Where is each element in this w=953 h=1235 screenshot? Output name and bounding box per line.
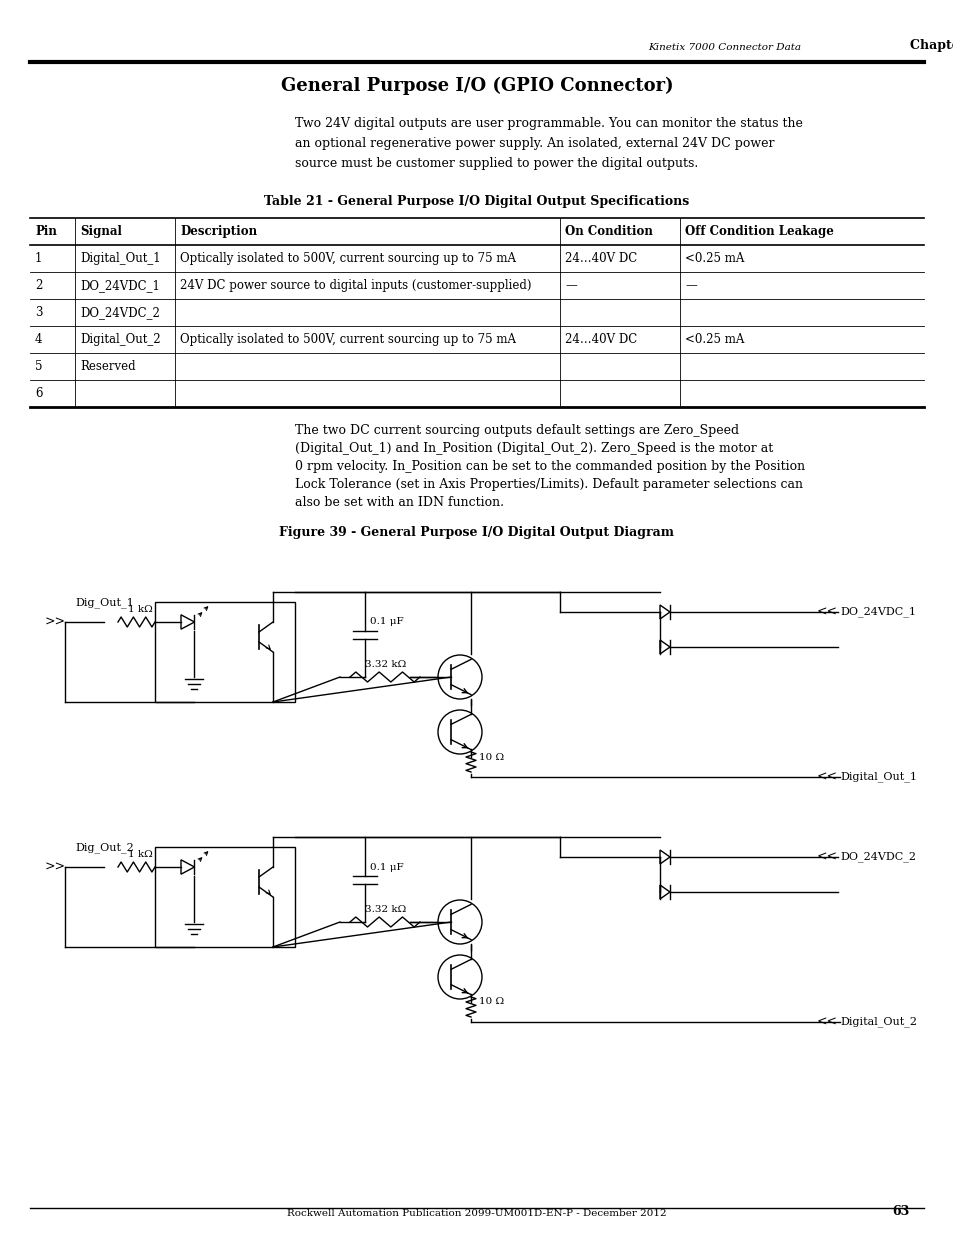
Text: Lock Tolerance (set in Axis Properties/Limits). Default parameter selections can: Lock Tolerance (set in Axis Properties/L… [294,478,802,492]
Polygon shape [659,640,669,655]
Text: 24V DC power source to digital inputs (customer-supplied): 24V DC power source to digital inputs (c… [180,279,531,291]
Text: DO_24VDC_2: DO_24VDC_2 [840,852,915,862]
Text: Digital_Out_1: Digital_Out_1 [80,252,160,266]
Text: 0 rpm velocity. In_Position can be set to the commanded position by the Position: 0 rpm velocity. In_Position can be set t… [294,459,804,473]
Polygon shape [181,615,194,629]
Text: 5: 5 [35,359,43,373]
Text: Signal: Signal [80,225,122,238]
Polygon shape [659,605,669,619]
Circle shape [437,955,481,999]
Text: 24…40V DC: 24…40V DC [564,252,637,266]
Bar [154,601,294,701]
Text: —: — [684,279,696,291]
Text: On Condition: On Condition [564,225,652,238]
Text: Dig_Out_2: Dig_Out_2 [75,842,133,853]
Text: <0.25 mA: <0.25 mA [684,333,743,346]
Text: 24…40V DC: 24…40V DC [564,333,637,346]
Circle shape [437,655,481,699]
Text: (Digital_Out_1) and In_Position (Digital_Out_2). Zero_Speed is the motor at: (Digital_Out_1) and In_Position (Digital… [294,442,773,454]
Text: The two DC current sourcing outputs default settings are Zero_Speed: The two DC current sourcing outputs defa… [294,424,739,437]
Text: <0.25 mA: <0.25 mA [684,252,743,266]
Text: <<: << [816,851,837,863]
Text: >>: >> [45,861,66,873]
Text: Digital_Out_2: Digital_Out_2 [80,333,160,346]
Polygon shape [659,850,669,864]
Text: also be set with an IDN function.: also be set with an IDN function. [294,496,503,509]
Text: 4: 4 [35,333,43,346]
Text: 1 kΩ: 1 kΩ [129,605,153,614]
Text: Figure 39 - General Purpose I/O Digital Output Diagram: Figure 39 - General Purpose I/O Digital … [279,526,674,538]
Text: <<: << [816,605,837,619]
Text: Rockwell Automation Publication 2099-UM001D-EN-P - December 2012: Rockwell Automation Publication 2099-UM0… [287,1209,666,1218]
Circle shape [437,710,481,755]
Text: Table 21 - General Purpose I/O Digital Output Specifications: Table 21 - General Purpose I/O Digital O… [264,195,689,207]
Text: DO_24VDC_1: DO_24VDC_1 [80,279,160,291]
Bar [154,847,294,947]
Text: Two 24V digital outputs are user programmable. You can monitor the status the: Two 24V digital outputs are user program… [294,117,802,130]
Text: Digital_Out_1: Digital_Out_1 [840,772,916,782]
Text: 63: 63 [892,1205,909,1218]
Polygon shape [659,885,669,899]
Text: 2: 2 [35,279,42,291]
Text: DO_24VDC_2: DO_24VDC_2 [80,306,160,319]
Text: —: — [564,279,577,291]
Text: Pin: Pin [35,225,57,238]
Text: <<: << [816,771,837,783]
Text: 0.1 μF: 0.1 μF [370,862,403,872]
Text: 1 kΩ: 1 kΩ [129,850,153,860]
Text: >>: >> [45,615,66,629]
Text: 0.1 μF: 0.1 μF [370,618,403,626]
Text: <<: << [816,1015,837,1029]
Polygon shape [181,860,194,874]
Text: Off Condition Leakage: Off Condition Leakage [684,225,833,238]
Text: General Purpose I/O (GPIO Connector): General Purpose I/O (GPIO Connector) [280,77,673,95]
Text: Reserved: Reserved [80,359,135,373]
Text: Digital_Out_2: Digital_Out_2 [840,1016,916,1028]
Text: 3.32 kΩ: 3.32 kΩ [365,659,406,669]
Text: 1: 1 [35,252,42,266]
Text: 6: 6 [35,387,43,400]
Text: an optional regenerative power supply. An isolated, external 24V DC power: an optional regenerative power supply. A… [294,137,774,149]
Text: Optically isolated to 500V, current sourcing up to 75 mA: Optically isolated to 500V, current sour… [180,252,516,266]
Text: Kinetix 7000 Connector Data: Kinetix 7000 Connector Data [647,43,801,52]
Text: 10 Ω: 10 Ω [478,752,503,762]
Text: source must be customer supplied to power the digital outputs.: source must be customer supplied to powe… [294,157,698,170]
Circle shape [437,900,481,944]
Text: Chapter 3: Chapter 3 [909,40,953,52]
Text: DO_24VDC_1: DO_24VDC_1 [840,606,915,618]
Text: 3: 3 [35,306,43,319]
Text: Description: Description [180,225,257,238]
Text: Optically isolated to 500V, current sourcing up to 75 mA: Optically isolated to 500V, current sour… [180,333,516,346]
Text: 3.32 kΩ: 3.32 kΩ [365,905,406,914]
Text: 10 Ω: 10 Ω [478,998,503,1007]
Text: Dig_Out_1: Dig_Out_1 [75,598,133,608]
